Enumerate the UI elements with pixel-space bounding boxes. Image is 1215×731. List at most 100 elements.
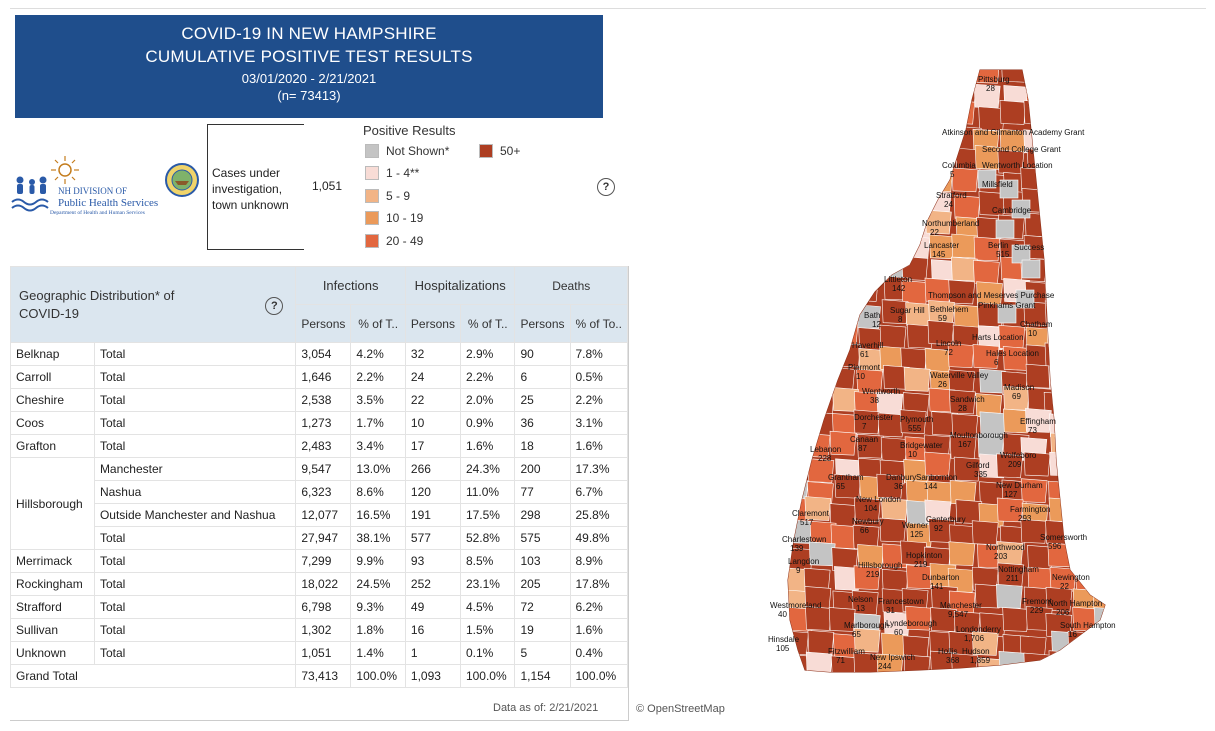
town-region[interactable] <box>835 297 862 323</box>
town-region[interactable] <box>1097 501 1120 527</box>
town-region[interactable] <box>811 364 839 389</box>
town-region[interactable] <box>902 121 929 147</box>
town-region-not-shown[interactable] <box>997 304 1017 324</box>
town-region[interactable] <box>1092 173 1119 198</box>
town-region[interactable] <box>834 166 862 192</box>
town-region[interactable] <box>857 544 884 569</box>
town-region[interactable] <box>833 676 859 680</box>
town-region[interactable] <box>804 496 832 521</box>
town-region[interactable] <box>763 81 790 107</box>
town-region[interactable] <box>1073 327 1100 353</box>
town-region[interactable] <box>786 256 813 281</box>
town-region[interactable] <box>760 673 783 680</box>
town-region[interactable] <box>1096 100 1120 126</box>
town-region[interactable] <box>1069 299 1097 324</box>
town-region[interactable] <box>947 568 975 593</box>
town-region[interactable] <box>973 260 1000 285</box>
town-region[interactable] <box>1093 210 1120 236</box>
town-region[interactable] <box>1095 540 1120 566</box>
town-region[interactable] <box>808 213 836 239</box>
town-region[interactable] <box>857 259 884 285</box>
col-header[interactable]: % of T.. <box>459 304 516 343</box>
town-region[interactable] <box>831 655 858 680</box>
town-region[interactable] <box>1020 478 1048 503</box>
town-region[interactable] <box>926 167 954 193</box>
town-region[interactable] <box>853 168 881 194</box>
col-header[interactable]: % of T.. <box>350 304 406 343</box>
table-help-icon[interactable]: ? <box>265 297 284 315</box>
town-region[interactable] <box>809 124 837 150</box>
town-region[interactable] <box>1093 255 1120 281</box>
town-region[interactable] <box>810 674 836 680</box>
town-region[interactable] <box>830 192 858 217</box>
town-region[interactable] <box>780 453 807 479</box>
town-region[interactable] <box>786 300 813 326</box>
town-region[interactable] <box>827 213 855 239</box>
town-region[interactable] <box>1001 676 1027 680</box>
town-region[interactable] <box>807 392 835 417</box>
town-region[interactable] <box>807 257 835 282</box>
town-region[interactable] <box>881 299 909 324</box>
town-region[interactable] <box>827 259 855 285</box>
town-region[interactable] <box>782 60 809 84</box>
town-region[interactable] <box>1023 652 1051 677</box>
town-region[interactable] <box>1048 366 1075 392</box>
col-header[interactable]: % of To.. <box>569 304 628 343</box>
town-region-not-shown[interactable] <box>1011 244 1031 264</box>
town-region[interactable] <box>998 650 1026 675</box>
legend-item-50-plus[interactable]: 50+ <box>479 144 520 158</box>
town-region[interactable] <box>855 673 881 680</box>
town-region[interactable] <box>1097 79 1120 105</box>
town-region[interactable] <box>1020 167 1048 192</box>
map-attribution[interactable]: © OpenStreetMap <box>636 703 725 715</box>
town-region[interactable] <box>853 409 881 435</box>
table-row[interactable]: Unknown Total 1,051 1.4% 1 0.1% 5 0.4% <box>10 641 628 665</box>
town-region[interactable] <box>1070 411 1098 437</box>
legend-help-icon[interactable]: ? <box>597 178 615 196</box>
town-region[interactable] <box>876 105 904 130</box>
town-region-not-shown[interactable] <box>977 169 997 189</box>
town-region[interactable] <box>804 234 832 260</box>
table-row[interactable]: Total 27,947 38.1% 577 52.8% 575 49.8% <box>11 526 628 550</box>
town-region[interactable] <box>809 169 837 194</box>
town-region[interactable] <box>853 652 881 677</box>
town-region[interactable] <box>831 150 858 176</box>
town-region[interactable] <box>971 520 999 546</box>
town-region[interactable] <box>760 234 782 258</box>
legend-item-1-4[interactable]: 1 - 4** <box>365 166 419 180</box>
town-region[interactable] <box>1071 150 1098 176</box>
town-region[interactable] <box>1099 282 1120 308</box>
town-region[interactable] <box>805 606 832 631</box>
town-region[interactable] <box>1070 343 1098 369</box>
town-region[interactable] <box>1069 80 1097 106</box>
town-region[interactable] <box>1069 545 1096 570</box>
town-region[interactable] <box>832 413 859 438</box>
town-region[interactable] <box>1073 280 1101 305</box>
town-region[interactable] <box>877 412 905 438</box>
town-region[interactable] <box>760 60 786 84</box>
town-region[interactable] <box>784 148 811 174</box>
town-region[interactable] <box>1091 478 1118 503</box>
town-region[interactable] <box>879 324 907 350</box>
town-region[interactable] <box>1025 408 1052 433</box>
town-region[interactable] <box>1092 366 1119 391</box>
town-region[interactable] <box>1071 431 1098 457</box>
town-region[interactable] <box>804 275 832 301</box>
town-region[interactable] <box>834 566 861 591</box>
town-region[interactable] <box>1045 102 1073 127</box>
table-row[interactable]: Sullivan Total 1,302 1.8% 16 1.5% 19 1.6% <box>10 618 628 642</box>
table-row[interactable]: Nashua 6,323 8.6% 120 11.0% 77 6.7% <box>11 480 628 504</box>
town-region[interactable] <box>1071 388 1099 413</box>
town-region[interactable] <box>1046 195 1074 221</box>
town-region[interactable] <box>881 191 909 217</box>
town-region[interactable] <box>760 432 785 456</box>
town-region[interactable] <box>903 654 931 679</box>
town-region[interactable] <box>760 254 784 278</box>
town-region[interactable] <box>1092 324 1119 350</box>
town-region[interactable] <box>762 569 789 595</box>
town-region[interactable] <box>1068 457 1095 482</box>
town-region[interactable] <box>1046 326 1074 352</box>
town-region[interactable] <box>877 61 905 86</box>
town-region[interactable] <box>853 565 881 590</box>
town-region[interactable] <box>949 389 976 415</box>
